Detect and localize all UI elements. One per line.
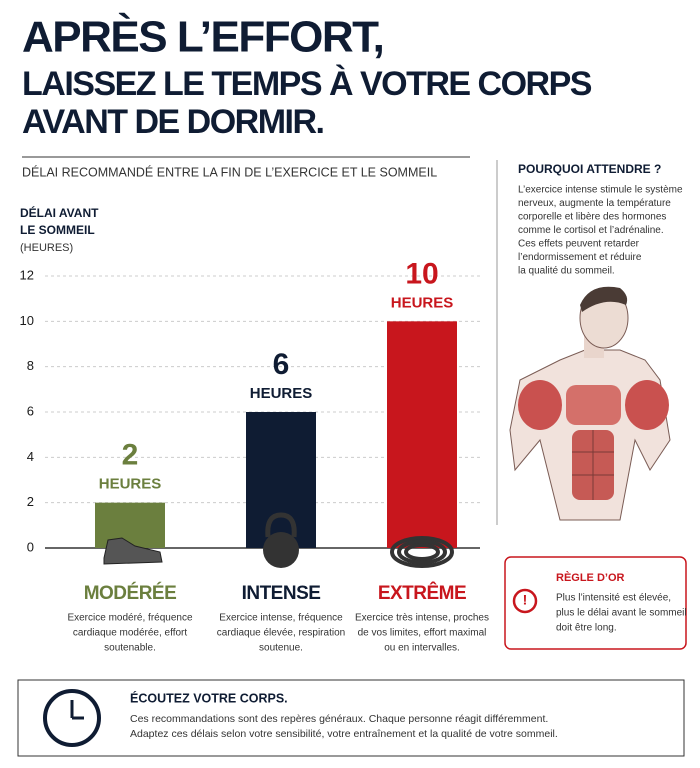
category-description: de vos limites, effort maximal bbox=[358, 628, 487, 639]
footer-text: Ces recommandations sont des repères gén… bbox=[130, 713, 548, 725]
sidebar-text: nerveux, augmente la température bbox=[518, 198, 671, 209]
category-label: MODÉRÉE bbox=[84, 582, 177, 604]
kettlebell-handle bbox=[265, 512, 297, 538]
subtitle: DÉLAI RECOMMANDÉ ENTRE LA FIN DE L’EXERC… bbox=[22, 164, 437, 179]
category-description: Exercice très intense, proches bbox=[355, 613, 489, 624]
category-description: soutenue. bbox=[259, 643, 303, 654]
bar bbox=[387, 321, 457, 548]
rule-text: doit être long. bbox=[556, 623, 617, 634]
footer-box bbox=[17, 679, 685, 757]
rule-text: plus le délai avant le sommeil bbox=[556, 608, 687, 619]
sidebar-text: L’exercice intense stimule le système bbox=[518, 185, 683, 196]
warning-mark: ! bbox=[523, 592, 528, 608]
clock-icon bbox=[43, 689, 101, 747]
value-label: 2 bbox=[122, 439, 139, 472]
shoe-icon bbox=[103, 537, 163, 565]
warning-icon bbox=[512, 588, 538, 614]
rule-box bbox=[504, 556, 687, 650]
category-description: cardiaque modérée, effort bbox=[73, 628, 188, 639]
rule-title: RÈGLE D’OR bbox=[556, 571, 625, 584]
y-tick-label: 0 bbox=[27, 539, 34, 554]
value-label: 6 bbox=[273, 348, 290, 381]
title-line: AVANT DE DORMIR. bbox=[22, 103, 324, 141]
rope-icon bbox=[404, 543, 440, 561]
kettlebell-icon bbox=[263, 532, 299, 568]
unit-label: HEURES bbox=[250, 385, 313, 402]
anatomy-figure bbox=[509, 286, 671, 521]
sidebar-text: la qualité du sommeil. bbox=[518, 266, 615, 277]
category-description: soutenable. bbox=[104, 643, 156, 654]
y-tick-label: 8 bbox=[27, 358, 34, 373]
sidebar-text: corporelle et libère des hormones bbox=[518, 212, 666, 223]
y-tick-label: 4 bbox=[27, 449, 34, 464]
y-axis-label: (HEURES) bbox=[20, 242, 73, 254]
footer-title: ÉCOUTEZ VOTRE CORPS. bbox=[130, 690, 288, 705]
sidebar-text: l’endormissement et réduire bbox=[518, 252, 642, 263]
value-label: 10 bbox=[405, 257, 438, 290]
sidebar-text: Ces effets peuvent retarder bbox=[518, 239, 640, 250]
footer-text: Adaptez ces délais selon votre sensibili… bbox=[130, 728, 558, 740]
rope-icon bbox=[397, 539, 447, 565]
category-description: Exercice modéré, fréquence bbox=[67, 613, 193, 624]
category-label: INTENSE bbox=[242, 583, 321, 604]
rope-icon bbox=[390, 536, 454, 568]
category-description: cardiaque élevée, respiration bbox=[217, 628, 345, 639]
category-label: EXTRÊME bbox=[378, 582, 466, 604]
category-description: ou en intervalles. bbox=[384, 643, 460, 654]
unit-label: HEURES bbox=[99, 476, 162, 493]
bar bbox=[95, 502, 165, 548]
unit-label: HEURES bbox=[391, 294, 454, 311]
y-tick-label: 2 bbox=[27, 494, 34, 509]
sidebar-text: comme le cortisol et l’adrénaline. bbox=[518, 225, 664, 236]
category-description: Exercice intense, fréquence bbox=[219, 613, 343, 624]
y-tick-label: 6 bbox=[27, 403, 34, 418]
y-tick-label: 12 bbox=[20, 267, 34, 282]
y-axis-label: LE SOMMEIL bbox=[20, 223, 95, 237]
title-line: LAISSEZ LE TEMPS À VOTRE CORPS bbox=[22, 65, 592, 103]
y-axis-label: DÉLAI AVANT bbox=[20, 205, 99, 220]
bar bbox=[246, 412, 316, 548]
title-line: APRÈS L’EFFORT, bbox=[22, 12, 383, 62]
sidebar-title: POURQUOI ATTENDRE ? bbox=[518, 162, 661, 176]
rule-text: Plus l’intensité est élevée, bbox=[556, 593, 671, 604]
y-tick-label: 10 bbox=[20, 313, 34, 328]
